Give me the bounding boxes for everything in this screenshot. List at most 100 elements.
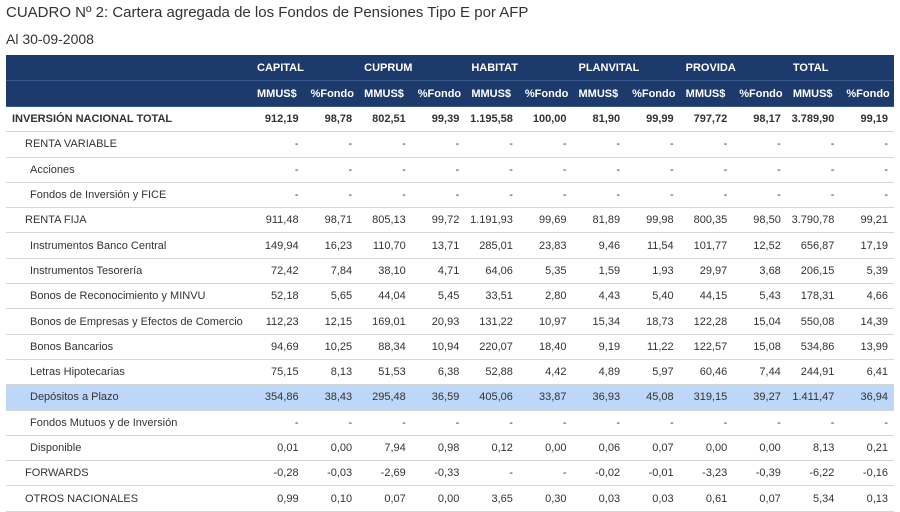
value-cell: 7,94 bbox=[358, 435, 412, 462]
value-cell: 72,42 bbox=[251, 258, 305, 285]
subheader: MMUS$ bbox=[679, 80, 734, 107]
value-cell: - bbox=[465, 182, 519, 209]
value-cell: 550,08 bbox=[786, 308, 841, 335]
value-cell: 244,91 bbox=[786, 359, 841, 386]
value-cell: -0,01 bbox=[626, 460, 680, 487]
value-cell: - bbox=[733, 410, 787, 436]
value-cell: -0,16 bbox=[840, 460, 894, 487]
subheader: MMUS$ bbox=[572, 80, 627, 107]
value-cell: - bbox=[411, 131, 466, 158]
value-cell: 15,08 bbox=[733, 334, 787, 360]
table-row: Depósitos a Plazo 354,86 38,43 295,48 36,59 4… bbox=[6, 384, 894, 411]
value-cell: - bbox=[358, 157, 412, 183]
value-cell: -0,03 bbox=[304, 460, 359, 487]
value-cell: 2,80 bbox=[518, 283, 573, 310]
value-cell: 7,44 bbox=[733, 359, 787, 386]
value-cell: 44,04 bbox=[358, 283, 412, 310]
value-cell: - bbox=[411, 182, 466, 209]
row-label: Bonos de Reconocimiento y MINVU bbox=[6, 283, 251, 310]
value-cell: - bbox=[304, 131, 359, 158]
row-label: Fondos Mutuos y de Inversión bbox=[6, 410, 251, 436]
value-cell: 17,19 bbox=[840, 232, 894, 259]
value-cell: 64,06 bbox=[465, 258, 519, 285]
value-cell: 800,35 bbox=[679, 207, 734, 234]
value-cell: 51,53 bbox=[358, 359, 412, 386]
value-cell: 12,52 bbox=[733, 232, 787, 259]
value-cell: 0,21 bbox=[840, 435, 894, 462]
value-cell: 10,94 bbox=[411, 334, 466, 360]
value-cell: 149,94 bbox=[251, 232, 305, 259]
value-cell: - bbox=[572, 157, 627, 183]
value-cell: - bbox=[518, 131, 573, 158]
value-cell: 912,19 bbox=[251, 106, 305, 133]
table-row: Bonos de Empresas y Efectos de Comercio 1… bbox=[6, 308, 894, 335]
value-cell: - bbox=[626, 131, 680, 158]
subheader: %Fondo bbox=[733, 80, 787, 107]
value-cell: 0,99 bbox=[251, 485, 305, 512]
table-row: Acciones - - - - - - - - - - - - bbox=[6, 157, 894, 183]
value-cell: - bbox=[626, 410, 680, 436]
value-cell: 81,89 bbox=[572, 207, 627, 234]
table-row: RENTA VARIABLE - - - - - - - - - - - - bbox=[6, 131, 894, 158]
value-cell: 8,13 bbox=[786, 435, 841, 462]
value-cell: 10,25 bbox=[304, 334, 359, 360]
value-cell: 5,97 bbox=[626, 359, 680, 386]
value-cell: 178,31 bbox=[786, 283, 841, 310]
value-cell: 6,41 bbox=[840, 359, 894, 386]
title: CUADRO Nº 2: Cartera agregada de los Fon… bbox=[6, 4, 529, 21]
value-cell: - bbox=[304, 157, 359, 183]
table-row: Fondos Mutuos y de Inversión - - - - - - - - - - - - bbox=[6, 410, 894, 436]
value-cell: 98,17 bbox=[733, 106, 787, 133]
value-cell: 5,40 bbox=[626, 283, 680, 310]
value-cell: -0,39 bbox=[733, 460, 787, 487]
value-cell: 0,03 bbox=[572, 485, 627, 512]
row-label: Instrumentos Banco Central bbox=[6, 232, 251, 259]
value-cell: - bbox=[465, 410, 519, 436]
value-cell: - bbox=[572, 410, 627, 436]
value-cell: 110,70 bbox=[358, 232, 412, 259]
value-cell: - bbox=[786, 131, 841, 158]
value-cell: 656,87 bbox=[786, 232, 841, 259]
table-row: Bonos Bancarios 94,69 10,25 88,34 10,94 220,0… bbox=[6, 334, 894, 360]
portfolio-table: CAPITAL CUPRUM HABITAT PLANVITAL PROVIDA TOTA… bbox=[6, 55, 894, 512]
table-row: Instrumentos Banco Central 149,94 16,23 110… bbox=[6, 232, 894, 259]
row-label: Instrumentos Tesorería bbox=[6, 258, 251, 285]
value-cell: 98,71 bbox=[304, 207, 359, 234]
value-cell: 206,15 bbox=[786, 258, 841, 285]
value-cell: 1.195,58 bbox=[465, 106, 519, 133]
value-cell: -0,33 bbox=[411, 460, 466, 487]
value-cell: 1.411,47 bbox=[786, 384, 841, 411]
value-cell: 75,15 bbox=[251, 359, 305, 386]
value-cell: 36,59 bbox=[411, 384, 466, 411]
value-cell: - bbox=[465, 131, 519, 158]
value-cell: 0,01 bbox=[251, 435, 305, 462]
value-cell: 38,43 bbox=[304, 384, 359, 411]
subheader-row: MMUS$ %Fondo MMUS$ %Fondo MMUS$ %Fondo MMUS$ %F… bbox=[6, 80, 894, 107]
header-cell bbox=[6, 55, 251, 81]
value-cell: 5,65 bbox=[304, 283, 359, 310]
value-cell: 33,87 bbox=[518, 384, 573, 411]
value-cell: 0,10 bbox=[304, 485, 359, 512]
value-cell: 285,01 bbox=[465, 232, 519, 259]
value-cell: - bbox=[679, 131, 734, 158]
value-cell: - bbox=[733, 182, 787, 209]
value-cell: 4,71 bbox=[411, 258, 466, 285]
value-cell: 44,15 bbox=[679, 283, 734, 310]
subheader: %Fondo bbox=[304, 80, 359, 107]
value-cell: 5,39 bbox=[840, 258, 894, 285]
value-cell: 122,57 bbox=[679, 334, 734, 360]
value-cell: 20,93 bbox=[411, 308, 466, 335]
value-cell: - bbox=[304, 182, 359, 209]
value-cell: 99,69 bbox=[518, 207, 573, 234]
group-header: CAPITAL bbox=[251, 55, 359, 81]
value-cell: 4,66 bbox=[840, 283, 894, 310]
value-cell: 16,23 bbox=[304, 232, 359, 259]
value-cell: 29,97 bbox=[679, 258, 734, 285]
subheader: MMUS$ bbox=[251, 80, 305, 107]
row-label: INVERSIÓN NACIONAL TOTAL bbox=[6, 106, 251, 133]
value-cell: 0,12 bbox=[465, 435, 519, 462]
table-body: INVERSIÓN NACIONAL TOTAL 912,19 98,78 802,5… bbox=[6, 106, 894, 512]
value-cell: 13,71 bbox=[411, 232, 466, 259]
value-cell: 3.789,90 bbox=[786, 106, 841, 133]
value-cell: 13,99 bbox=[840, 334, 894, 360]
